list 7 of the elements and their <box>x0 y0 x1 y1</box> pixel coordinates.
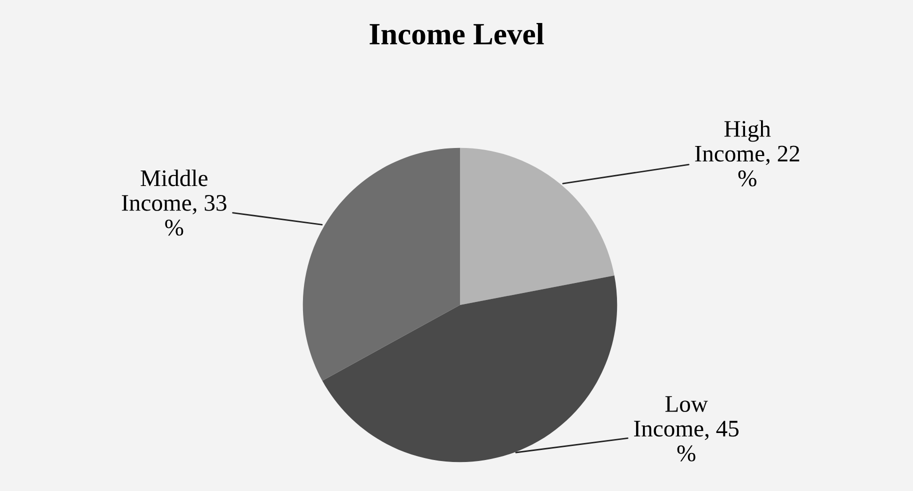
slice-label: Middle Income, 33 % <box>122 170 226 236</box>
pie-slice <box>460 148 614 305</box>
slice-label: High Income, 22 % <box>695 120 800 186</box>
pie-slice <box>302 148 460 381</box>
chart-title: Income Level <box>370 22 544 44</box>
slice-label: Low Income, 45 % <box>634 396 739 462</box>
pie-slice <box>322 276 618 462</box>
